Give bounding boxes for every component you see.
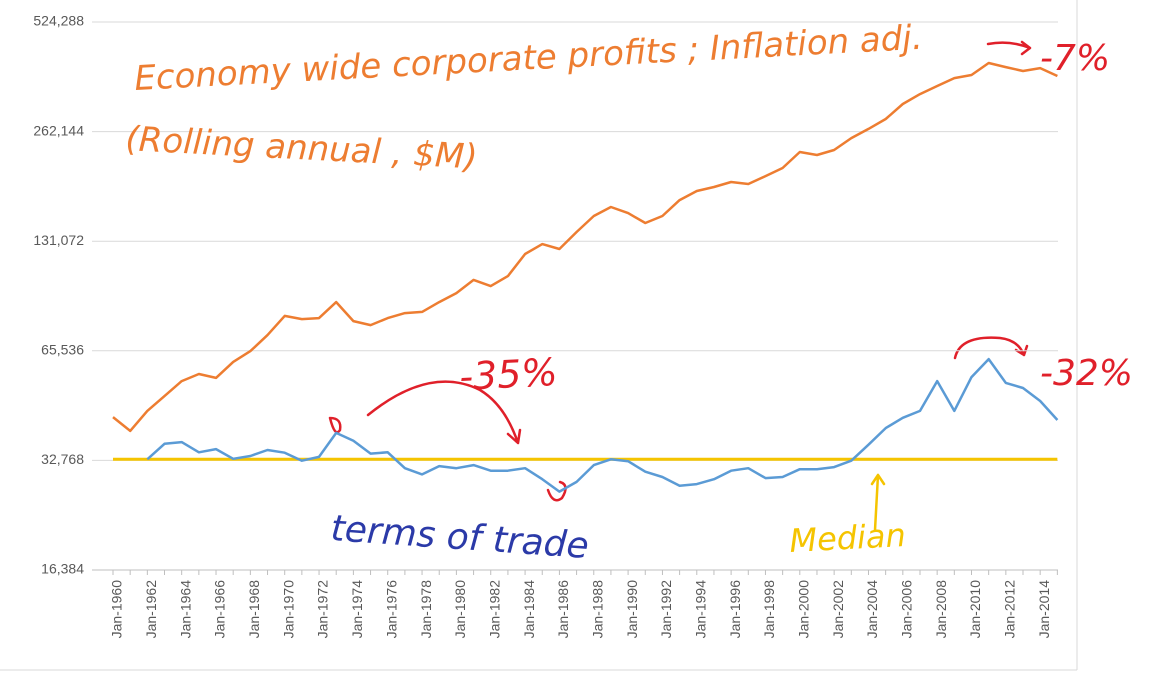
x-tick-label: Jan-1998	[761, 580, 777, 639]
x-tick-label: Jan-2002	[830, 580, 846, 639]
x-tick-label: Jan-1972	[315, 580, 331, 639]
x-tick-label: Jan-1980	[452, 580, 468, 639]
y-tick-label: 32,768	[41, 451, 84, 467]
x-tick-label: Jan-2006	[899, 580, 915, 639]
annotation: terms of trade	[329, 508, 590, 567]
y-tick-label: 131,072	[33, 232, 84, 248]
x-tick-label: Jan-1962	[143, 580, 159, 639]
arrow	[870, 473, 886, 532]
x-tick-label: Jan-2014	[1036, 580, 1052, 639]
x-tick-label: Jan-1992	[658, 580, 674, 639]
y-tick-label: 16,384	[41, 561, 84, 577]
x-tick-label: Jan-1976	[383, 580, 399, 639]
x-tick-label: Jan-1966	[212, 580, 228, 639]
x-tick-label: Jan-1978	[418, 580, 434, 639]
x-tick-label: Jan-1982	[486, 580, 502, 639]
series-line	[112, 61, 1058, 433]
x-tick-label: Jan-1974	[349, 580, 365, 639]
annotation: -7%	[1040, 38, 1110, 79]
x-tick-label: Jan-1986	[555, 580, 571, 639]
annotation: (Rolling annual , $M)	[125, 119, 479, 177]
x-tick-label: Jan-1984	[521, 580, 537, 639]
y-tick-label: 524,288	[33, 13, 84, 29]
x-tick-label: Jan-2004	[864, 580, 880, 639]
x-tick-label: Jan-1968	[246, 580, 262, 639]
annotation: -32%	[1040, 353, 1133, 394]
arrow	[328, 416, 342, 434]
x-tick-label: Jan-2010	[967, 580, 983, 639]
annotation: Median	[788, 516, 906, 560]
y-tick-label: 65,536	[41, 342, 84, 358]
x-tick-label: Jan-2000	[796, 580, 812, 639]
x-tick-label: Jan-1964	[177, 580, 193, 639]
x-tick-label: Jan-1988	[589, 580, 605, 639]
x-tick-label: Jan-1994	[692, 580, 708, 639]
annotation: Economy wide corporate profits ; Inflati…	[133, 18, 923, 99]
x-tick-label: Jan-2012	[1002, 580, 1018, 639]
arrow	[953, 336, 1029, 360]
arrow	[546, 480, 567, 502]
x-tick-label: Jan-1996	[727, 580, 743, 639]
series-line	[146, 357, 1059, 493]
y-tick-label: 262,144	[33, 122, 84, 138]
arrows	[328, 40, 1032, 532]
x-tick-label: Jan-1970	[280, 580, 296, 639]
arrow	[986, 40, 1032, 56]
arrow	[366, 380, 522, 445]
x-tick-label: Jan-2008	[933, 580, 949, 639]
x-tick-label: Jan-1990	[624, 580, 640, 639]
x-tick-label: Jan-1960	[109, 580, 125, 639]
annotation: -35%	[458, 350, 558, 399]
